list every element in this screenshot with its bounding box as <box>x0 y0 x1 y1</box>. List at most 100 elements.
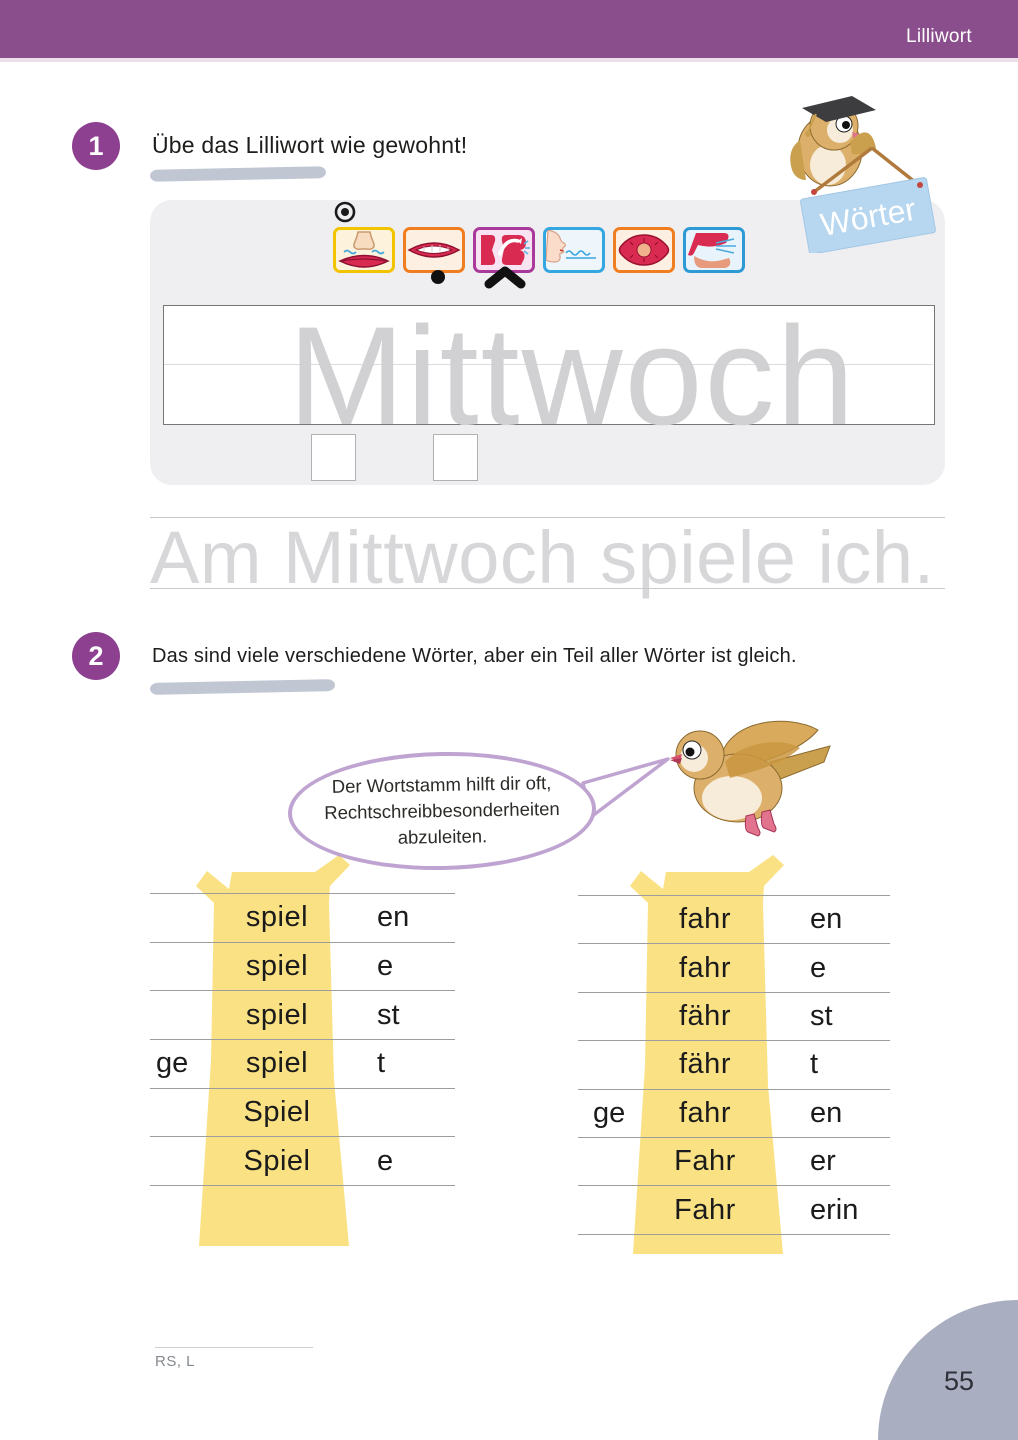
word-ending: e <box>377 1144 394 1177</box>
word-row: spiel en <box>150 894 455 943</box>
checkbox-1[interactable] <box>311 434 356 481</box>
word-ending: en <box>377 901 410 934</box>
task2-number: 2 <box>88 640 104 671</box>
tongue-plosive-icon <box>481 235 530 265</box>
sentence-line-top <box>150 517 945 518</box>
word-row: Spiel e <box>150 1137 455 1187</box>
sign-pin-right <box>917 182 923 188</box>
owl-belly <box>702 776 762 820</box>
mortarboard-tassel <box>807 113 817 133</box>
flying-owl-graphic <box>670 720 831 837</box>
word-stem: spiel <box>245 1047 309 1080</box>
sound-icon-box-5 <box>613 227 675 273</box>
word-prefix: ge <box>156 1047 189 1080</box>
owl-pupil <box>842 121 850 129</box>
word-row: fähr st <box>578 993 890 1042</box>
word-ending: t <box>377 1047 386 1080</box>
spread-lips-teeth-icon <box>407 242 461 258</box>
owl-boot-left <box>744 813 761 837</box>
stress-dot-icon <box>431 270 445 284</box>
rounded-lips-icon <box>618 234 670 266</box>
owl-pupil <box>685 747 695 757</box>
word-ending: en <box>810 903 843 936</box>
short-vowel-caret-icon <box>484 266 526 289</box>
tassel-knob <box>805 131 811 137</box>
sentence-line-bottom <box>150 588 945 589</box>
word-row: fahr en <box>578 896 890 945</box>
task2-badge: 2 <box>72 632 120 680</box>
task2-heading: Das sind viele verschiedene Wörter, aber… <box>152 645 797 667</box>
bubble-line-1: Der Wortstamm hilft dir oft, <box>331 772 552 797</box>
owl-wing-fold <box>725 742 800 778</box>
word-row: ge fahr en <box>578 1090 890 1138</box>
page-number: 55 <box>944 1366 975 1396</box>
word-ending: en <box>810 1096 843 1129</box>
owl-beak-lower <box>670 758 682 764</box>
word-stem: fähr <box>679 999 731 1032</box>
bubble-line-3: abzuleiten. <box>397 825 488 848</box>
trunk-highlight-left <box>196 855 350 1246</box>
word-row: spiel e <box>150 943 455 992</box>
header-bar: Lilliwort <box>0 0 1018 62</box>
profile-airflow-icon <box>546 230 596 263</box>
word-stem: Spiel <box>243 1144 311 1177</box>
word-table-spiel: spiel en spiel e spiel st ge spiel t Spi… <box>150 893 455 1187</box>
sound-icon-box-6 <box>683 227 745 273</box>
word-ending: t <box>810 1048 819 1081</box>
checkbox-2[interactable] <box>433 434 478 481</box>
nose-lips-icon <box>338 231 390 268</box>
word-row: ge spiel t <box>150 1040 455 1089</box>
task1-heading: Übe das Lilliwort wie gewohnt! <box>152 132 468 158</box>
word-row: Spiel <box>150 1089 455 1138</box>
word-stem: Fahr <box>674 1193 736 1226</box>
sign-pin-left <box>811 189 817 195</box>
task2-swoosh-highlight <box>149 679 336 695</box>
word-row: Fahr erin <box>578 1186 890 1235</box>
task1-badge: 1 <box>72 122 120 170</box>
pointer-stick-left <box>812 146 874 194</box>
word-stem: fahr <box>679 951 731 984</box>
writing-box[interactable] <box>163 305 935 425</box>
writing-midline <box>164 364 933 365</box>
word-stem: fähr <box>679 1048 731 1081</box>
owl-sign: Wörter <box>800 177 936 253</box>
tongue-airstream-icon <box>688 233 736 268</box>
word-stem: Fahr <box>674 1145 736 1178</box>
speech-bubble: Der Wortstamm hilft dir oft, Rechtschrei… <box>286 749 598 873</box>
word-ending: e <box>377 950 394 983</box>
bubble-line-2: Rechtschreibbesonderheiten <box>324 797 560 824</box>
footer-rule <box>155 1347 313 1348</box>
word-row: fähr t <box>578 1041 890 1090</box>
owl-teacher-graphic: Wörter <box>790 96 936 253</box>
header-title: Lilliwort <box>905 26 972 47</box>
footer-code: RS, L <box>155 1353 196 1370</box>
word-stem: fahr <box>679 1096 731 1129</box>
word-prefix: ge <box>593 1096 626 1129</box>
target-icon <box>334 201 356 223</box>
owl-wing-left <box>790 140 806 180</box>
word-ending: e <box>810 951 827 984</box>
word-table-fahr: fahr en fahr e fähr st fähr t ge fahr en… <box>578 895 890 1235</box>
word-stem: fahr <box>679 903 731 936</box>
word-row: Fahr er <box>578 1138 890 1187</box>
word-ending: erin <box>810 1193 859 1226</box>
word-row: fahr e <box>578 944 890 993</box>
word-stem: spiel <box>245 950 309 983</box>
word-stem: spiel <box>245 998 309 1031</box>
sound-icon-box-1 <box>333 227 395 273</box>
sound-icon-box-4 <box>543 227 605 273</box>
word-row: spiel st <box>150 991 455 1041</box>
task1-number: 1 <box>88 130 104 161</box>
word-stem: spiel <box>245 901 309 934</box>
task1-swoosh-highlight <box>149 166 327 182</box>
word-ending: er <box>810 1145 836 1178</box>
word-ending: st <box>377 998 400 1031</box>
owl-boot-right <box>760 809 777 833</box>
word-ending: st <box>810 999 833 1032</box>
mortarboard-icon <box>802 96 876 122</box>
sound-icon-box-2 <box>403 227 465 273</box>
word-stem: Spiel <box>243 1096 311 1129</box>
trunk-highlight-right <box>630 855 784 1254</box>
owl-belly <box>810 145 846 185</box>
